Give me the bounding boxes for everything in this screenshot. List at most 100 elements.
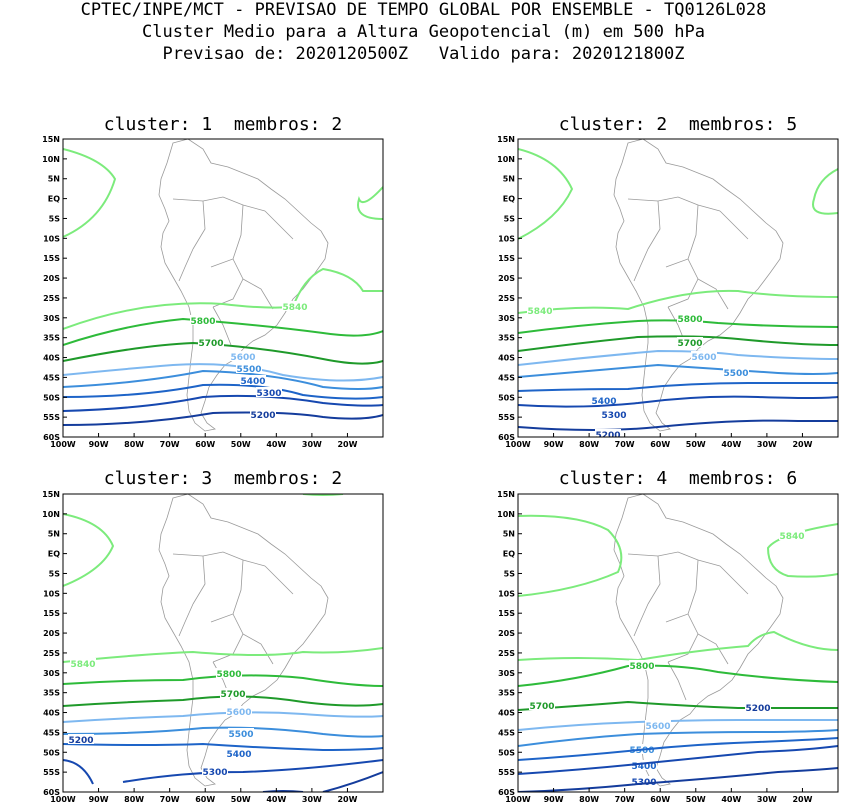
contour-5840 — [812, 168, 838, 215]
country-border — [667, 613, 699, 663]
lon-tick-label: 70W — [160, 795, 180, 803]
contour-label-bg — [282, 301, 308, 311]
country-border — [633, 248, 649, 282]
contour-5200 — [518, 419, 838, 431]
lon-tick-label: 80W — [124, 440, 144, 449]
lat-tick-label: 25S — [498, 294, 515, 303]
contour-label-bg — [723, 367, 749, 377]
lat-tick-label: 20S — [498, 629, 515, 638]
country-border — [178, 248, 194, 282]
lat-tick-label: 50S — [498, 748, 515, 757]
lat-tick-label: 15N — [497, 490, 515, 499]
contour-label-bg — [631, 760, 657, 770]
contour-label-bg — [230, 351, 256, 361]
country-border — [719, 565, 749, 595]
contour-label-bg — [250, 409, 276, 419]
coastline — [613, 139, 784, 432]
lat-tick-label: 60S — [498, 433, 515, 442]
contour-label-bg — [190, 315, 216, 325]
lat-tick-label: 10S — [43, 234, 60, 243]
contour-label-bg — [220, 688, 246, 698]
contour-5300 — [63, 394, 383, 412]
contour-5600 — [63, 363, 383, 382]
lat-tick-label: 15S — [43, 609, 60, 618]
contour-5700 — [518, 700, 838, 711]
lat-tick-label: 30S — [498, 669, 515, 678]
country-border — [665, 559, 699, 623]
contour-label-bg — [529, 700, 555, 710]
contour-label-bg — [745, 702, 771, 712]
lat-tick-label: 35S — [498, 334, 515, 343]
lon-tick-label: 100W — [505, 795, 531, 803]
contour-label-bg — [631, 776, 657, 786]
lat-tick-label: 5N — [503, 175, 515, 184]
contour-label-5300: 5300 — [202, 768, 227, 778]
lat-tick-label: 40S — [498, 709, 515, 718]
country-border — [697, 633, 729, 665]
contour-5800 — [518, 664, 838, 687]
country-border — [667, 258, 699, 308]
lat-tick-label: 15N — [42, 135, 60, 144]
lat-tick-label: 55S — [43, 768, 60, 777]
contour-5700 — [63, 341, 383, 365]
lon-tick-label: 100W — [50, 795, 76, 803]
contour-5200 — [518, 767, 838, 792]
country-border — [192, 555, 206, 605]
panel-1-title: cluster: 1 membros: 2 — [103, 114, 343, 135]
contour-label-5200: 5200 — [68, 736, 93, 746]
contour-label-5300: 5300 — [601, 411, 626, 421]
lat-tick-label: 55S — [43, 413, 60, 422]
lat-tick-label: 55S — [498, 413, 515, 422]
country-border — [665, 204, 699, 268]
lon-tick-label: 20W — [792, 795, 812, 803]
contour-label-bg — [779, 530, 805, 540]
lat-tick-label: 20S — [43, 274, 60, 283]
lat-tick-label: 25S — [43, 649, 60, 658]
lon-tick-label: 80W — [579, 440, 599, 449]
contour-label-5800: 5800 — [216, 670, 241, 680]
country-border — [192, 200, 206, 250]
lat-tick-label: 45S — [498, 373, 515, 382]
contour-label-5200: 5200 — [745, 704, 770, 714]
contour-label-bg — [228, 728, 254, 738]
contour-label-5600: 5600 — [645, 722, 670, 732]
contour-5840 — [518, 630, 838, 662]
country-border — [242, 278, 274, 310]
lon-tick-label: 40W — [266, 440, 286, 449]
contour-5300 — [518, 395, 838, 408]
contour-label-bg — [629, 660, 655, 670]
lat-tick-label: 40S — [43, 354, 60, 363]
lat-tick-label: 50S — [43, 393, 60, 402]
contour-5400 — [518, 381, 838, 392]
lat-tick-label: 15N — [42, 490, 60, 499]
contour-label-bg — [591, 395, 617, 405]
lat-tick-label: EQ — [503, 550, 515, 559]
lat-tick-label: EQ — [503, 195, 515, 204]
plot-frame — [62, 493, 384, 793]
lat-tick-label: 20S — [498, 274, 515, 283]
contour-5840 — [518, 289, 838, 314]
contour-5840 — [357, 186, 383, 220]
lat-tick-label: 60S — [43, 788, 60, 797]
lon-tick-label: 60W — [650, 440, 670, 449]
country-border — [212, 613, 244, 663]
lon-tick-label: 30W — [757, 795, 777, 803]
header-line-1: CPTEC/INPE/MCT - PREVISAO DE TEMPO GLOBA… — [80, 0, 767, 20]
map-plot-area: 5840580057005600550054005300520015N10N5N… — [497, 490, 839, 803]
country-border — [210, 559, 244, 623]
contour-5400 — [518, 737, 838, 761]
lat-tick-label: EQ — [48, 550, 60, 559]
lat-tick-label: 40S — [43, 709, 60, 718]
lat-tick-label: 50S — [43, 748, 60, 757]
panel-2-title: cluster: 2 membros: 5 — [558, 114, 798, 135]
lat-tick-label: 45S — [43, 728, 60, 737]
lon-tick-label: 100W — [505, 440, 531, 449]
lat-tick-label: 20S — [43, 629, 60, 638]
contour-label-bg — [70, 658, 96, 668]
lon-tick-label: 40W — [266, 795, 286, 803]
contour-5800 — [63, 317, 383, 346]
contour-5840 — [518, 514, 623, 597]
lat-tick-label: 10N — [42, 155, 60, 164]
contour-label-5840: 5840 — [779, 532, 804, 542]
